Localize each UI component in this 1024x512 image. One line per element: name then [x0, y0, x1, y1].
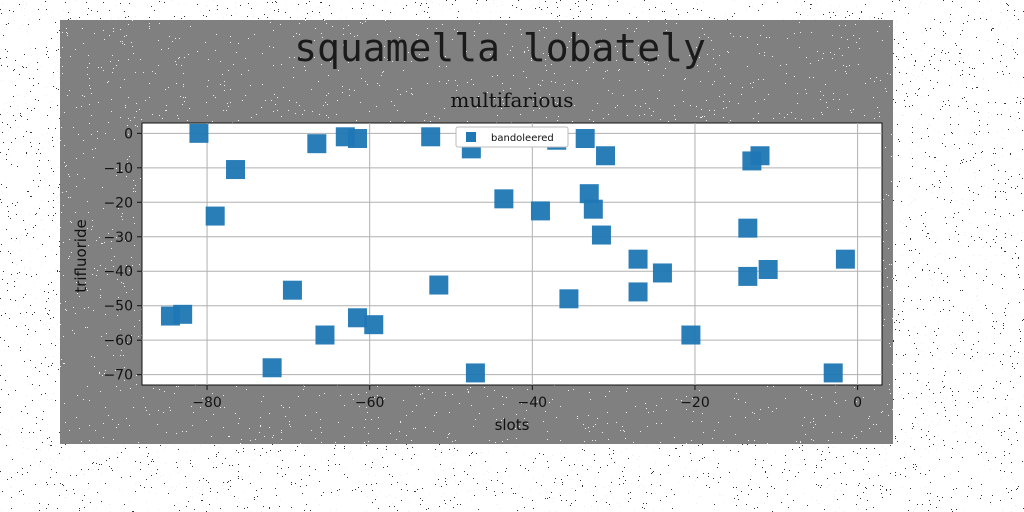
data-point	[307, 134, 327, 154]
data-point	[315, 325, 335, 345]
legend-box	[455, 126, 569, 148]
data-point	[347, 129, 367, 149]
data-point	[226, 160, 246, 180]
x-tick-label: −20	[680, 395, 710, 411]
y-tick-label: −60	[103, 333, 133, 349]
data-point	[189, 123, 209, 143]
data-point	[823, 363, 843, 383]
data-point	[596, 146, 616, 166]
y-tick-label: −40	[103, 264, 133, 280]
data-point	[579, 184, 599, 204]
data-point	[583, 199, 603, 219]
data-point	[173, 304, 193, 324]
data-point	[282, 280, 302, 300]
figure-suptitle: squamella lobately	[294, 26, 706, 70]
data-point	[364, 315, 384, 335]
data-point	[738, 266, 758, 286]
data-point	[429, 275, 449, 295]
data-point	[835, 249, 855, 269]
data-point	[652, 263, 672, 283]
data-point	[421, 127, 441, 147]
data-point	[347, 308, 367, 328]
y-tick-label: −50	[103, 299, 133, 315]
data-point	[750, 146, 770, 166]
axis-ticks: −80 −60 −40 −20 0 0 −10 −20 −30 −40 −50 −60 −70	[103, 126, 862, 411]
y-axis-label: trifluoride	[72, 219, 90, 293]
y-tick-label: −10	[103, 161, 133, 177]
data-point	[559, 289, 579, 309]
chart-title: multifarious	[450, 88, 574, 112]
y-tick-label: −30	[103, 230, 133, 246]
data-point	[530, 201, 550, 221]
data-point	[591, 225, 611, 245]
data-point	[262, 358, 282, 378]
data-point	[465, 363, 485, 383]
x-tick-label: 0	[853, 395, 862, 411]
x-tick-label: −40	[518, 395, 548, 411]
legend-marker-square	[466, 132, 476, 142]
y-tick-label: −20	[103, 195, 133, 211]
data-point	[628, 282, 648, 302]
x-tick-label: −80	[192, 395, 222, 411]
data-point	[681, 325, 701, 345]
data-point	[628, 249, 648, 269]
data-point	[738, 218, 758, 238]
y-tick-label: −70	[103, 368, 133, 384]
legend-label: bandoleered	[491, 133, 554, 144]
y-tick-label: 0	[124, 126, 133, 142]
legend: bandoleered	[455, 126, 569, 148]
data-point	[205, 206, 225, 226]
data-point	[758, 260, 778, 280]
data-point	[575, 129, 595, 149]
x-tick-label: −60	[355, 395, 385, 411]
data-point	[494, 189, 514, 209]
x-axis-label: slots	[494, 416, 530, 434]
plot-area	[141, 122, 883, 386]
